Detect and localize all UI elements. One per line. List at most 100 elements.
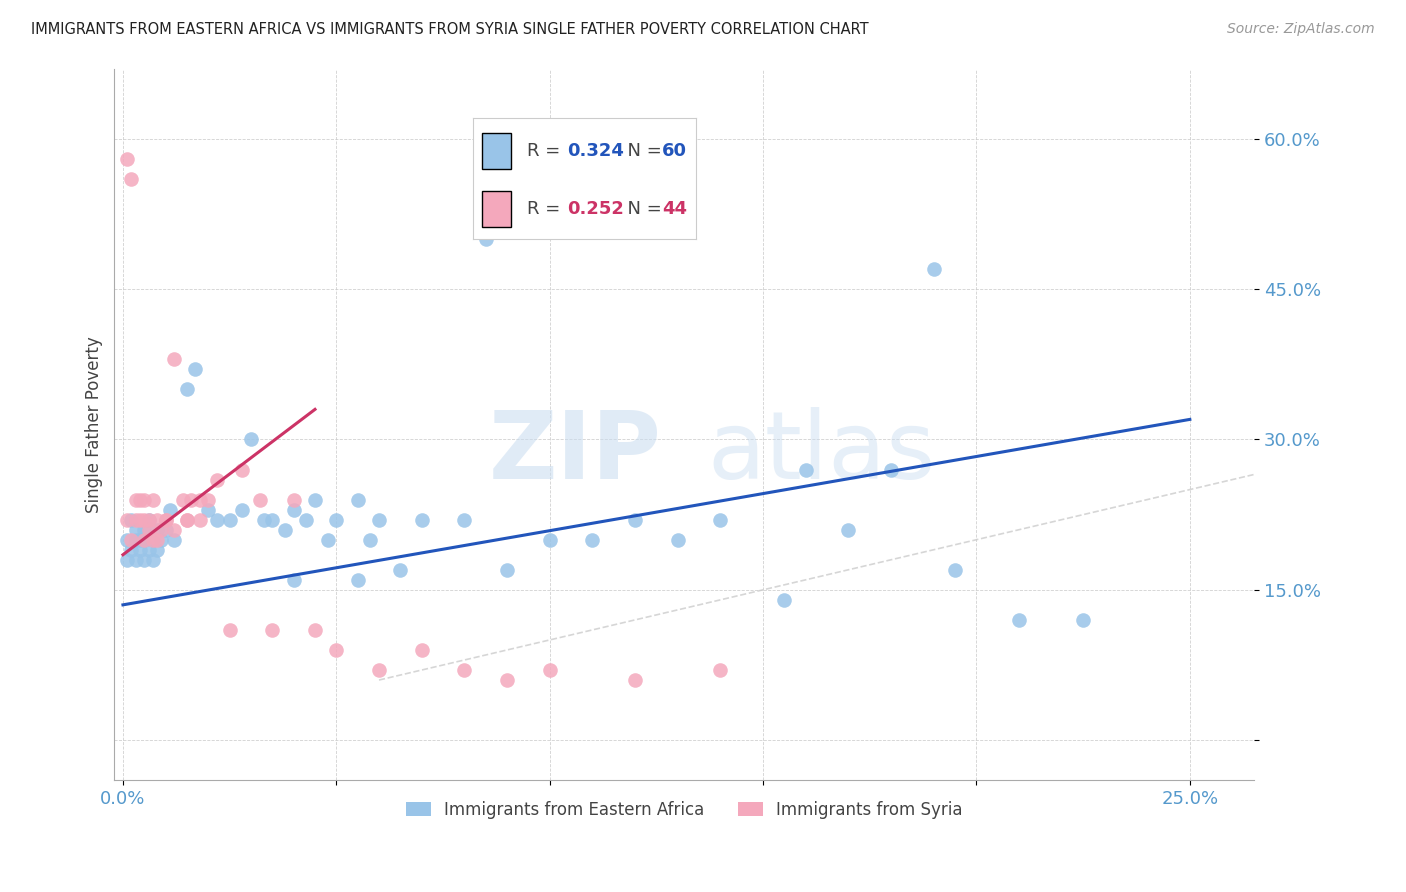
Point [249,492,271,507]
Text: ZIP: ZIP [488,407,661,499]
Point [666,533,689,547]
Point [125,533,148,547]
Point [129,513,152,527]
Point [142,533,165,547]
Point [138,542,160,557]
Point [142,533,165,547]
Point [134,513,156,527]
Point [325,643,347,657]
Point [389,563,412,577]
Point [274,523,297,537]
Point [709,663,731,677]
Point [1071,613,1094,627]
Point [134,492,156,507]
Point [138,523,160,537]
Point [142,553,165,567]
Point [368,513,391,527]
Point [943,563,966,577]
Point [121,533,143,547]
Point [262,623,284,637]
Point [218,623,240,637]
Point [188,513,211,527]
Point [125,553,148,567]
Point [304,492,326,507]
Point [155,513,177,527]
Point [121,513,143,527]
Point [709,513,731,527]
Point [146,533,169,547]
Point [453,513,475,527]
Point [155,523,177,537]
Point [125,492,148,507]
Point [121,542,143,557]
Point [115,533,138,547]
Point [115,553,138,567]
Point [205,473,228,487]
Point [176,382,198,396]
Point [180,492,202,507]
Point [538,533,561,547]
Point [129,542,152,557]
Point [316,533,339,547]
Point [283,502,305,516]
Point [837,523,859,537]
Legend: Immigrants from Eastern Africa, Immigrants from Syria: Immigrants from Eastern Africa, Immigran… [399,794,969,825]
Point [184,362,207,376]
Point [163,352,186,367]
Point [368,663,391,677]
Point [283,573,305,587]
Point [115,152,138,166]
Point [125,523,148,537]
Point [346,573,368,587]
Point [146,513,169,527]
Point [773,592,796,607]
Point [146,523,169,537]
Text: IMMIGRANTS FROM EASTERN AFRICA VS IMMIGRANTS FROM SYRIA SINGLE FATHER POVERTY CO: IMMIGRANTS FROM EASTERN AFRICA VS IMMIGR… [31,22,869,37]
Point [496,673,519,687]
Point [134,553,156,567]
Point [115,513,138,527]
Point [295,513,318,527]
Point [283,492,305,507]
Point [172,492,194,507]
Point [240,433,263,447]
Point [794,462,817,476]
Point [411,643,433,657]
Point [146,542,169,557]
Point [188,492,211,507]
Point [496,563,519,577]
Point [129,533,152,547]
Point [411,513,433,527]
Point [253,513,276,527]
Point [304,623,326,637]
Point [134,523,156,537]
Point [346,492,368,507]
Point [197,492,219,507]
Point [218,513,240,527]
Point [159,502,181,516]
Point [121,171,143,186]
Point [176,513,198,527]
Point [138,513,160,527]
Text: Source: ZipAtlas.com: Source: ZipAtlas.com [1227,22,1375,37]
Point [538,663,561,677]
Point [197,502,219,516]
Point [325,513,347,527]
Point [231,462,253,476]
Point [1008,613,1031,627]
Point [138,513,160,527]
Point [176,513,198,527]
Point [142,492,165,507]
Point [231,502,253,516]
Point [134,533,156,547]
Point [624,513,647,527]
Point [624,673,647,687]
Text: atlas: atlas [707,407,935,499]
Point [129,492,152,507]
Point [262,513,284,527]
Point [163,533,186,547]
Point [581,533,603,547]
Point [453,663,475,677]
Point [163,523,186,537]
Point [205,513,228,527]
